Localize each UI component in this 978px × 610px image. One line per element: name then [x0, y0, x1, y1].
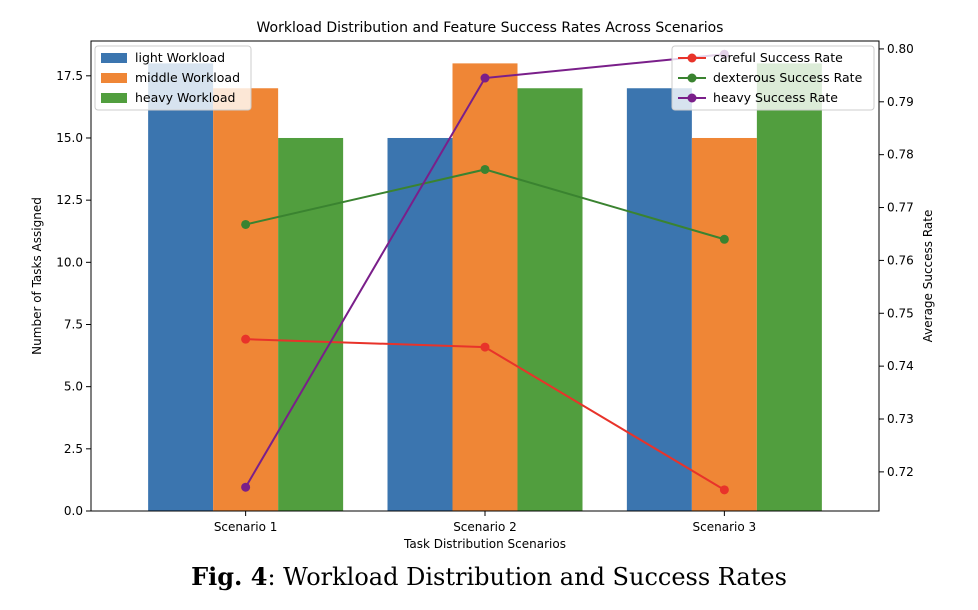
y-tick-right-label: 0.78: [887, 148, 914, 162]
y-tick-left-label: 2.5: [64, 442, 83, 456]
series-point: [241, 219, 251, 229]
bar: [278, 137, 344, 511]
legend-lines: careful Success Rate dexterous Success Ra…: [671, 45, 875, 111]
bar: [517, 88, 583, 511]
legend-swatch: [101, 53, 127, 63]
legend-label: heavy Workload: [135, 90, 235, 105]
bar: [756, 63, 822, 511]
figure-caption: Fig. 4: Workload Distribution and Succes…: [0, 562, 978, 591]
y-axis-left: 0.0 2.5 5.0 7.5 10.0 12.5 15.0 17.5: [56, 69, 91, 518]
caption-label: Fig. 4: [191, 562, 268, 591]
x-tick-label: Scenario 1: [214, 520, 278, 534]
y-tick-right-label: 0.75: [887, 306, 914, 320]
y-tick-right-label: 0.76: [887, 253, 914, 267]
legend-marker: [687, 73, 697, 83]
bar: [691, 137, 757, 511]
legend-label: light Workload: [135, 50, 225, 65]
legend-swatch: [101, 73, 127, 83]
y-tick-right-label: 0.79: [887, 95, 914, 109]
series-point: [480, 342, 490, 352]
bar: [452, 63, 518, 511]
y-axis-left-label: Number of Tasks Assigned: [30, 197, 44, 355]
x-axis-label: Task Distribution Scenarios: [403, 537, 566, 551]
x-tick-label: Scenario 3: [693, 520, 757, 534]
y-tick-left-label: 0.0: [64, 504, 83, 518]
y-tick-right-label: 0.72: [887, 465, 914, 479]
bar: [148, 63, 214, 511]
y-tick-right-label: 0.74: [887, 359, 914, 373]
y-tick-right-label: 0.73: [887, 412, 914, 426]
legend-label: dexterous Success Rate: [713, 70, 863, 85]
legend-marker: [687, 93, 697, 103]
y-axis-right-label: Average Success Rate: [921, 210, 935, 343]
x-tick-label: Scenario 2: [453, 520, 517, 534]
y-tick-left-label: 7.5: [64, 317, 83, 331]
series-point: [719, 485, 729, 495]
y-tick-left-label: 5.0: [64, 380, 83, 394]
x-axis: Scenario 1 Scenario 2 Scenario 3: [214, 511, 756, 534]
caption-text: : Workload Distribution and Success Rate…: [267, 563, 787, 591]
chart-title: Workload Distribution and Feature Succes…: [257, 20, 724, 36]
series-point: [719, 234, 729, 244]
y-tick-left-label: 12.5: [56, 193, 83, 207]
y-axis-right: 0.72 0.73 0.74 0.75 0.76 0.77 0.78 0.79 0.80: [879, 42, 914, 479]
legend-swatch: [101, 93, 127, 103]
y-tick-left-label: 17.5: [56, 69, 83, 83]
legend-label: heavy Success Rate: [713, 90, 838, 105]
legend-bars: light Workload middle Workload heavy Workl…: [94, 45, 252, 111]
series-point: [241, 482, 251, 492]
bar: [626, 88, 692, 511]
y-tick-left-label: 10.0: [56, 255, 83, 269]
chart: Workload Distribution and Feature Succes…: [30, 20, 935, 551]
legend-box: [94, 45, 252, 111]
series-point: [241, 334, 251, 344]
lines-layer: [241, 49, 729, 495]
series-point: [480, 73, 490, 83]
legend-box: [671, 45, 875, 111]
y-tick-right-label: 0.80: [887, 42, 914, 56]
bar: [387, 137, 453, 511]
legend-marker: [687, 53, 697, 63]
legend-label: careful Success Rate: [713, 50, 843, 65]
bar: [213, 88, 279, 511]
legend-label: middle Workload: [135, 70, 240, 85]
y-tick-right-label: 0.77: [887, 201, 914, 215]
series-point: [480, 164, 490, 174]
y-tick-left-label: 15.0: [56, 131, 83, 145]
bars-layer: [148, 63, 822, 511]
